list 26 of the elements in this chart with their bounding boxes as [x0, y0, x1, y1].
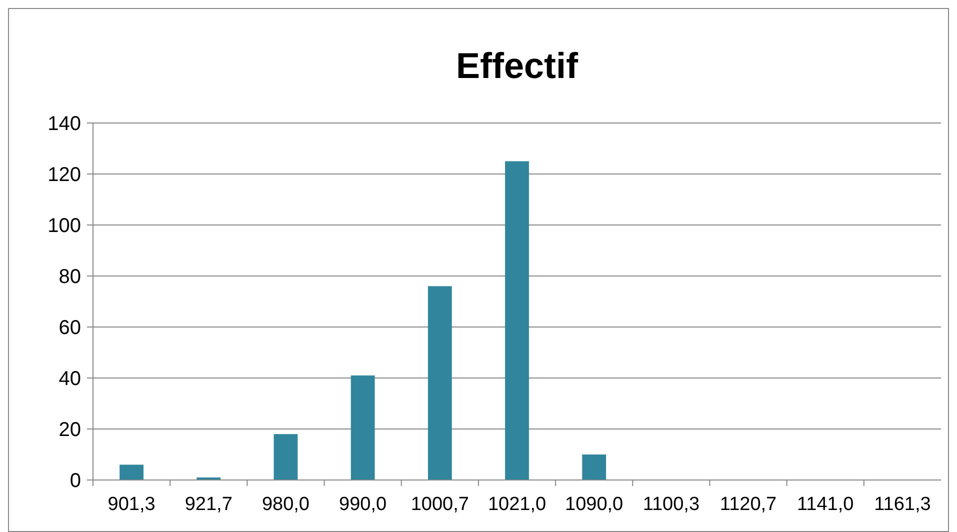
chart-title: Effectif	[456, 45, 580, 86]
y-tick-label: 60	[58, 317, 81, 339]
x-tick-label: 1090,0	[565, 494, 624, 515]
x-tick-label: 921,7	[184, 494, 232, 515]
y-tick-label: 140	[48, 113, 81, 135]
y-tick-label: 80	[58, 266, 81, 288]
bar	[274, 434, 298, 480]
x-tick-label: 980,0	[262, 494, 310, 515]
x-tick-label: 1000,7	[410, 494, 469, 515]
x-tick-label: 1021,0	[488, 494, 546, 515]
bar	[350, 375, 375, 480]
bar	[582, 454, 606, 480]
y-tick-label: 20	[58, 419, 81, 441]
y-tick-label: 120	[48, 164, 81, 186]
x-tick-label: 1141,0	[797, 494, 854, 515]
bar	[505, 161, 529, 480]
y-tick-label: 0	[70, 470, 81, 492]
y-tick-label: 100	[48, 215, 81, 237]
bar	[428, 286, 452, 480]
x-tick-label: 1100,3	[642, 494, 700, 515]
y-tick-label: 40	[58, 368, 81, 390]
bar	[120, 464, 144, 480]
x-tick-label: 1120,7	[720, 494, 777, 515]
x-tick-label: 1161,3	[874, 494, 931, 515]
x-tick-label: 990,0	[339, 494, 387, 515]
x-tick-label: 901,3	[108, 494, 156, 515]
